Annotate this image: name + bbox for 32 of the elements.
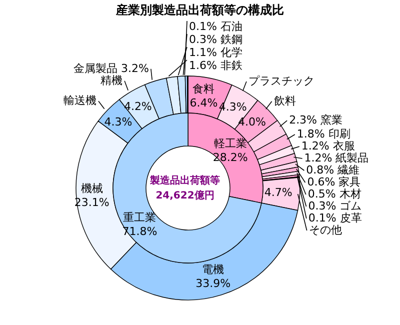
slice-label: 0.1% 皮革: [308, 212, 362, 224]
slice-label: 0.1% 石油: [189, 20, 242, 33]
data-label: 4.7%: [264, 186, 292, 199]
slice-label: 機械: [80, 182, 103, 195]
slice-label: プラスチック: [248, 74, 314, 88]
slice-label: 飲料: [274, 94, 296, 108]
slice-label: 2.3% 窯業: [289, 114, 343, 127]
data-label: 4.3%: [104, 116, 132, 129]
slice-label: 0.6% 家具: [307, 176, 361, 188]
data-label: 6.4%: [190, 96, 218, 110]
slice-label: 0.8% 繊維: [306, 164, 360, 176]
slice-label: 1.8% 印刷: [296, 128, 350, 140]
text: 製造品出荷額等: [149, 174, 220, 186]
slice-label: 電機: [202, 263, 224, 276]
slice-label: 精機: [100, 74, 123, 87]
data-label: 33.9%: [196, 277, 231, 290]
slice-label: 食料: [192, 82, 215, 96]
text: 24,622億円: [156, 190, 214, 202]
slice-label: その他: [308, 224, 342, 236]
slice-label: 0.5% 木材: [308, 188, 362, 200]
data-label: 4.2%: [124, 100, 152, 114]
slice-label: 1.6% 非鉄: [189, 59, 242, 72]
slice-label: 0.3% ゴム: [308, 200, 362, 212]
slice-label: 1.2% 紙製品: [304, 152, 369, 164]
slice-label: 1.2% 衣服: [301, 140, 355, 152]
slice-label: 0.3% 鉄鋼: [189, 33, 242, 46]
slice-label: 金属製品 3.2%: [73, 62, 149, 75]
slice-label: 重工業: [123, 211, 156, 224]
slice-label: 1.1% 化学: [189, 46, 242, 59]
slice-label: 軽工業: [214, 136, 247, 150]
chart-title: 産業別製造品出荷額等の構成比: [115, 3, 284, 17]
slice-label: 輸送機: [63, 94, 96, 108]
